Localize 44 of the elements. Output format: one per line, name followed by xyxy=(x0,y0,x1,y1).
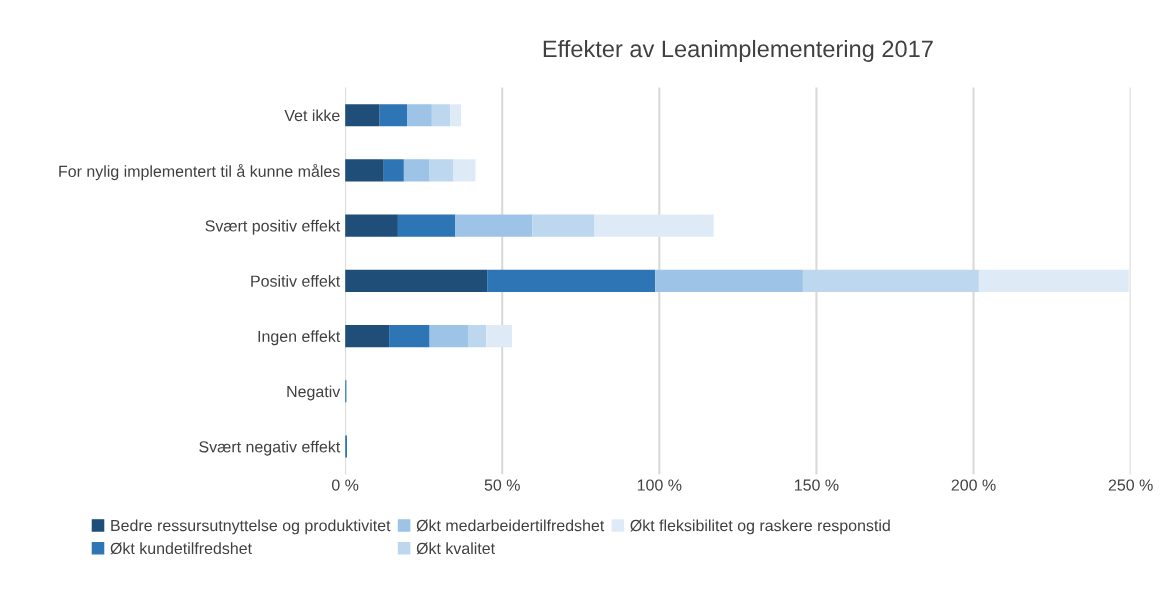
legend-label: Økt medarbeidertilfredshet xyxy=(416,519,605,532)
bar xyxy=(487,269,656,292)
bar xyxy=(532,214,595,237)
x-tick-label: 100 % xyxy=(637,479,682,491)
y-tick-label: For nylig implementert til å kunne måles xyxy=(59,163,340,181)
bar xyxy=(431,104,451,127)
legend-label: Økt fleksibilitet og raskere responstid xyxy=(630,519,890,535)
bar xyxy=(978,269,1129,292)
bar xyxy=(407,104,432,127)
x-tick-label: 50 % xyxy=(484,479,520,491)
bar xyxy=(802,269,979,292)
bar xyxy=(486,325,512,348)
y-tick-label: Ingen effekt xyxy=(258,330,341,346)
bar xyxy=(429,159,454,182)
bar xyxy=(383,159,404,182)
bar xyxy=(403,159,430,182)
bar xyxy=(345,325,390,348)
x-tick-label: 150 % xyxy=(795,479,839,491)
y-tick-label: Svært positiv effekt xyxy=(205,219,341,235)
bar xyxy=(453,159,476,182)
bar xyxy=(345,159,384,182)
chart-title: Effekter av Leanimplementering 2017 xyxy=(543,39,933,62)
bar xyxy=(467,325,487,348)
bar xyxy=(594,214,714,237)
bar xyxy=(450,104,462,127)
legend-label: Økt kundetilfredshet xyxy=(110,542,252,555)
y-tick-label: Svært negativ effekt xyxy=(199,440,341,456)
bar xyxy=(429,325,468,348)
x-tick-label: 250 % xyxy=(1108,479,1153,491)
bar xyxy=(345,269,488,292)
legend-label: Bedre ressursutnyttelse og produktivitet xyxy=(111,519,391,535)
bar xyxy=(455,214,533,237)
bar xyxy=(345,214,398,237)
bar xyxy=(345,104,380,127)
bar xyxy=(379,104,408,127)
bar xyxy=(655,269,803,292)
bar xyxy=(397,214,456,237)
bar xyxy=(389,325,430,348)
x-tick-label: 200 % xyxy=(951,479,996,491)
y-tick-label: Positiv effekt xyxy=(251,275,341,287)
x-tick-label: 0 % xyxy=(331,479,359,491)
y-tick-label: Negativ xyxy=(287,385,341,401)
legend-label: Økt kvalitet xyxy=(416,542,495,555)
y-tick-label: Vet ikke xyxy=(284,109,340,122)
